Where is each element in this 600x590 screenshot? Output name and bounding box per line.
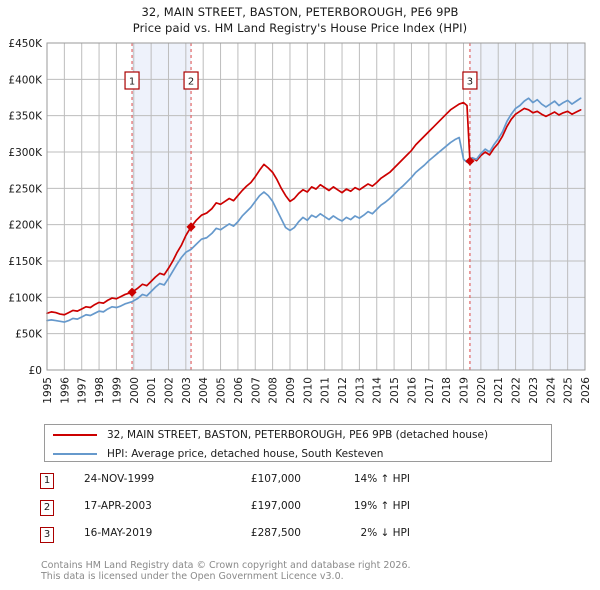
legend-label-property: 32, MAIN STREET, BASTON, PETERBOROUGH, P… bbox=[107, 429, 489, 441]
shaded-spans bbox=[132, 43, 585, 370]
svg-text:2020: 2020 bbox=[476, 377, 488, 404]
svg-text:2000: 2000 bbox=[129, 377, 141, 404]
row-hpi-delta-1: 14% ↑ HPI bbox=[353, 473, 410, 485]
svg-text:2006: 2006 bbox=[233, 377, 245, 404]
svg-text:2014: 2014 bbox=[372, 377, 384, 404]
svg-text:1: 1 bbox=[129, 77, 135, 88]
row-price-1: £107,000 bbox=[250, 473, 301, 485]
page-title: 32, MAIN STREET, BASTON, PETERBOROUGH, P… bbox=[0, 4, 600, 36]
row-price-3: £287,500 bbox=[250, 527, 301, 539]
svg-text:2004: 2004 bbox=[198, 377, 210, 404]
row-badge-3: 3 bbox=[40, 527, 54, 543]
svg-text:£150K: £150K bbox=[8, 256, 43, 268]
legend-swatch-hpi bbox=[53, 453, 97, 455]
svg-text:2012: 2012 bbox=[337, 377, 349, 404]
svg-text:£450K: £450K bbox=[8, 38, 43, 50]
row-date-3: 16-MAY-2019 bbox=[84, 527, 153, 539]
series-lines bbox=[46, 97, 582, 323]
footer-line-licence: This data is licensed under the Open Gov… bbox=[41, 571, 344, 582]
svg-text:3: 3 bbox=[467, 77, 473, 88]
svg-text:£100K: £100K bbox=[8, 292, 43, 304]
row-badge-1: 1 bbox=[40, 473, 54, 489]
svg-text:£0: £0 bbox=[29, 365, 42, 377]
marker-lines bbox=[131, 43, 471, 370]
svg-text:2010: 2010 bbox=[302, 377, 314, 404]
svg-text:2011: 2011 bbox=[320, 377, 332, 404]
row-date-1: 24-NOV-1999 bbox=[84, 473, 155, 485]
svg-text:2025: 2025 bbox=[563, 377, 575, 404]
svg-text:£350K: £350K bbox=[8, 111, 43, 123]
svg-text:2009: 2009 bbox=[285, 377, 297, 404]
footer-attribution: Contains HM Land Registry data © Crown c… bbox=[41, 560, 561, 582]
plot-border bbox=[46, 42, 586, 371]
legend-item-hpi: HPI: Average price, detached house, Sout… bbox=[45, 445, 551, 463]
row-hpi-delta-3: 2% ↓ HPI bbox=[360, 527, 410, 539]
svg-text:2003: 2003 bbox=[181, 377, 193, 404]
row-price-2: £197,000 bbox=[250, 500, 301, 512]
svg-text:£250K: £250K bbox=[8, 183, 43, 195]
svg-text:£50K: £50K bbox=[15, 329, 43, 341]
svg-text:£200K: £200K bbox=[8, 220, 43, 232]
legend-item-property: 32, MAIN STREET, BASTON, PETERBOROUGH, P… bbox=[45, 426, 551, 444]
marker-number-boxes: 1 2 3 bbox=[124, 71, 478, 90]
svg-text:2019: 2019 bbox=[459, 377, 471, 404]
svg-text:2022: 2022 bbox=[511, 377, 523, 404]
svg-text:2005: 2005 bbox=[216, 377, 228, 404]
transactions-table: 1 24-NOV-1999 £107,000 14% ↑ HPI 2 17-AP… bbox=[40, 472, 470, 553]
svg-text:£300K: £300K bbox=[8, 147, 43, 159]
legend-swatch-property bbox=[53, 434, 97, 436]
legend-label-hpi: HPI: Average price, detached house, Sout… bbox=[107, 448, 384, 460]
row-date-2: 17-APR-2003 bbox=[84, 500, 152, 512]
svg-text:2007: 2007 bbox=[250, 377, 262, 404]
table-row: 1 24-NOV-1999 £107,000 14% ↑ HPI bbox=[40, 472, 470, 499]
svg-text:1999: 1999 bbox=[111, 377, 123, 404]
sale-point-markers bbox=[127, 156, 475, 297]
svg-text:2024: 2024 bbox=[545, 377, 557, 404]
price-history-chart: £0 £50K £100K £150K £200K £250K £300K £350K £400… bbox=[8, 38, 592, 404]
chart-legend: 32, MAIN STREET, BASTON, PETERBOROUGH, P… bbox=[44, 424, 552, 462]
svg-text:2016: 2016 bbox=[406, 377, 418, 404]
svg-text:2023: 2023 bbox=[528, 377, 540, 404]
svg-text:1995: 1995 bbox=[42, 377, 54, 404]
svg-text:2013: 2013 bbox=[354, 377, 366, 404]
title-line-primary: 32, MAIN STREET, BASTON, PETERBOROUGH, P… bbox=[141, 5, 459, 19]
svg-text:2021: 2021 bbox=[493, 377, 505, 404]
svg-text:2015: 2015 bbox=[389, 377, 401, 404]
svg-text:1996: 1996 bbox=[59, 377, 71, 404]
svg-text:£400K: £400K bbox=[8, 74, 43, 86]
svg-text:2026: 2026 bbox=[580, 377, 592, 404]
y-axis-labels: £0 £50K £100K £150K £200K £250K £300K £350K £400… bbox=[8, 38, 43, 377]
svg-text:2: 2 bbox=[188, 77, 194, 88]
row-hpi-delta-2: 19% ↑ HPI bbox=[353, 500, 410, 512]
svg-text:2001: 2001 bbox=[146, 377, 158, 404]
svg-text:2017: 2017 bbox=[424, 377, 436, 404]
svg-text:1997: 1997 bbox=[77, 377, 89, 404]
footer-line-copyright: Contains HM Land Registry data © Crown c… bbox=[41, 560, 411, 571]
svg-text:1998: 1998 bbox=[94, 377, 106, 404]
svg-text:2002: 2002 bbox=[163, 377, 175, 404]
title-line-secondary: Price paid vs. HM Land Registry's House … bbox=[132, 21, 468, 35]
row-badge-2: 2 bbox=[40, 500, 54, 516]
x-axis-labels: 1995 1996 1997 1998 1999 2000 2001 2002 2003 2004… bbox=[42, 377, 592, 404]
table-row: 3 16-MAY-2019 £287,500 2% ↓ HPI bbox=[40, 526, 470, 553]
grid-lines bbox=[46, 42, 586, 371]
svg-text:2018: 2018 bbox=[441, 377, 453, 404]
table-row: 2 17-APR-2003 £197,000 19% ↑ HPI bbox=[40, 499, 470, 526]
svg-text:2008: 2008 bbox=[268, 377, 280, 404]
